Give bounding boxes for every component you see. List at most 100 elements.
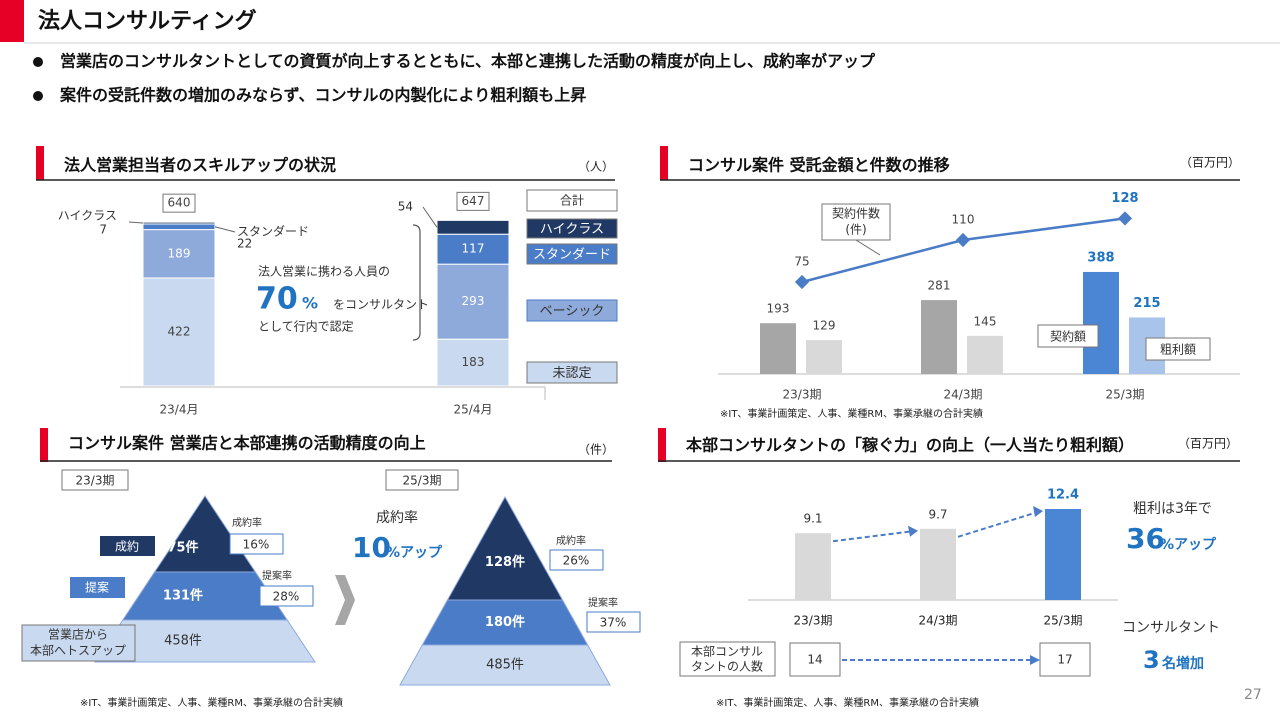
legend-box [526,218,618,239]
x-tick-label: 24/3期 [919,614,958,628]
stage-label: 営業店から [48,628,108,642]
trend-arrow [957,510,1042,538]
x-tick-label: 25/4月 [454,403,493,417]
trend-arrow [832,529,917,543]
legend-label: 合計 [560,193,584,208]
annotation: 法人営業に携わる人員の [258,264,390,279]
period-label: 23/3期 [76,474,115,488]
panel-title: 本部コンサルタントの「稼ぐ力」の向上（一人当たり粗利額） [685,436,1134,455]
highlight-number: 36 [1126,522,1165,555]
legend-label: 契約件数 [832,206,880,221]
bullet-dot [33,91,43,101]
value-label: 117 [462,242,485,256]
bar-segment [142,221,216,225]
label-box [61,469,129,491]
legend-box [526,361,618,384]
rate-label: 28% [273,590,300,604]
legend-label: 契約額 [1050,329,1086,344]
label-box [586,611,641,633]
panel-unit: （人） [578,160,614,174]
footnote: ※IT、事業計画策定、人事、業種RM、事業承継の合計実績 [720,407,983,420]
page-number: 27 [1244,687,1262,703]
stage-label: 成約 [115,539,139,554]
stage-label: 提案 [85,580,109,595]
value-label: 293 [462,294,485,308]
bar [921,300,957,374]
annotation: をコンサルタント [333,298,429,312]
callout-name: スタンダード [237,224,309,239]
value-label: 128 [1111,191,1138,206]
highlight-unit: %アップ [1160,537,1217,553]
annotation: 成約率 [376,510,418,526]
value-label: 7 [99,223,107,237]
legend-box [526,243,618,265]
bar [1045,508,1081,600]
leader-line [128,221,144,224]
value-label: 193 [767,302,790,316]
value-label: 131件 [163,588,203,604]
x-tick-label: 25/3期 [1106,388,1145,402]
value-label: 458件 [164,634,202,649]
value-label: 129 [813,319,836,333]
staff-name: タントの人数 [691,659,763,674]
bar-segment [142,223,216,231]
line-marker [1117,211,1133,226]
label-box [259,585,314,607]
label-box [1039,642,1091,677]
stage-box [100,536,155,556]
highlight-unit: % [302,294,318,313]
arrow [335,575,355,625]
line-marker [794,274,810,290]
bullet-dot [33,57,43,67]
value-label: 12.4 [1047,487,1079,502]
highlight-number: 70 [256,282,298,317]
total-label: 647 [462,194,485,208]
stage-box [21,624,136,662]
panel-title: 法人営業担当者のスキルアップの状況 [64,156,336,175]
x-tick-label: 23/4月 [160,403,199,417]
rate-label: 16% [243,538,270,552]
legend-label: 未認定 [552,366,591,381]
value-label: 485件 [486,658,524,673]
x-tick-label: 25/3期 [1044,614,1083,628]
value-label: 145 [974,314,997,328]
value-label: 189 [168,246,191,260]
leader-line [422,206,438,228]
highlight-number: 3 [1143,646,1160,674]
panel-accent [36,146,44,180]
stage-box [70,577,125,598]
annotation: 粗利は3年で [1133,501,1212,517]
panel-accent [660,146,668,180]
bullet: 案件の受託件数の増加のみならず、コンサルの内製化により粗利額も上昇 [59,86,586,105]
staff-value: 17 [1057,653,1072,667]
arrow-head [1033,505,1043,517]
footnote: ※IT、事業計画策定、人事、業種RM、事業承継の合計実績 [716,696,979,709]
value-label: 110 [952,213,975,227]
bar [920,528,956,600]
rate-name: 成約率 [232,516,262,529]
label-box [526,189,618,212]
value-label: 215 [1133,296,1160,311]
x-tick-label: 24/3期 [944,388,983,402]
label-box [789,642,841,677]
panel-title: コンサル案件 営業店と本部連携の活動精度の向上 [68,434,426,453]
bar-segment [142,229,216,279]
arrow-head [908,525,918,537]
stage-label: 本部へトスアップ [30,644,126,658]
label-box [229,533,284,555]
staff-value: 14 [807,653,822,667]
callout-name: ハイクラス [58,209,117,223]
legend-label: ハイクラス [540,222,604,237]
bar [795,533,831,600]
leader-line [855,239,881,256]
bar-segment [142,277,216,387]
label-box [679,641,776,677]
legend-label: スタンダード [533,248,611,263]
pyramid-layer [446,495,564,601]
value-label: 75件 [167,540,198,556]
highlight-number: 10 [352,531,391,564]
legend-label: 粗利額 [1160,343,1196,357]
value-label: 75 [794,255,809,269]
highlight-unit: %アップ [386,545,443,561]
value-label: 180件 [485,614,525,630]
